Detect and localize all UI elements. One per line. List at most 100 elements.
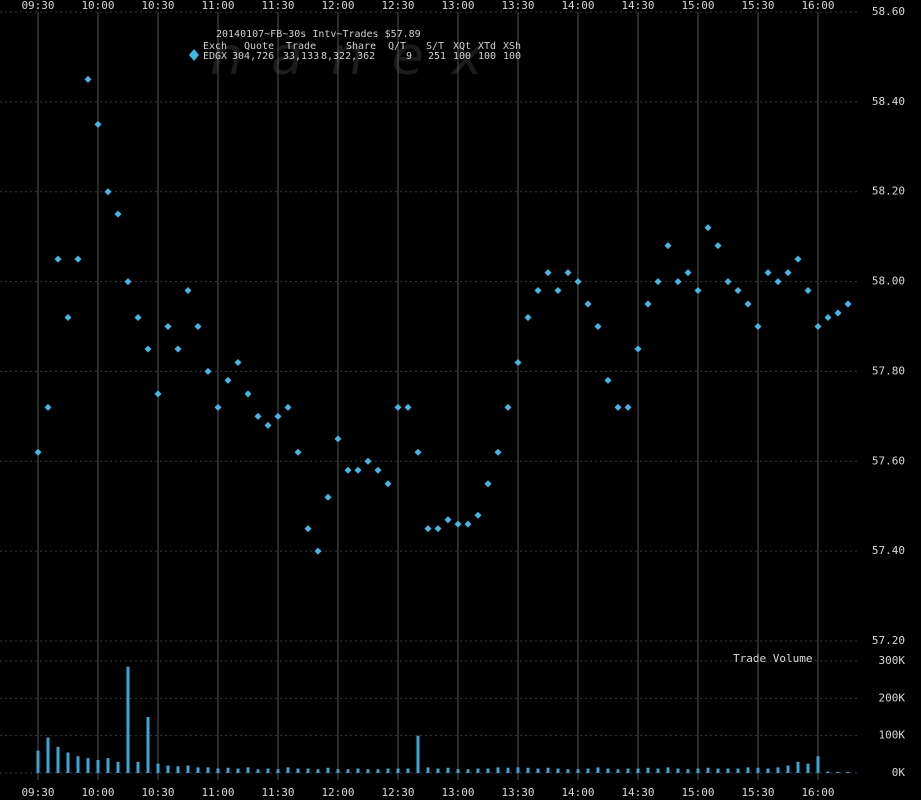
price-point — [454, 520, 462, 528]
volume-bar — [296, 768, 300, 773]
price-point — [294, 448, 302, 456]
price-point — [834, 309, 842, 317]
price-point — [184, 287, 192, 295]
table-header: Exch — [203, 41, 227, 52]
volume-bar — [706, 767, 710, 773]
volume-bar — [766, 768, 770, 773]
price-point — [534, 287, 542, 295]
price-point — [594, 323, 602, 330]
volume-bar — [376, 769, 380, 773]
price-point — [34, 448, 42, 456]
price-point — [44, 403, 52, 411]
x-tick-label: 16:00 — [801, 786, 834, 799]
table-header: XTd — [478, 41, 496, 52]
volume-bar — [76, 756, 80, 773]
chart-title: 20140107~FB~30s Intv~Trades $57.89 — [216, 29, 421, 40]
volume-bar — [736, 768, 740, 773]
price-point — [504, 403, 512, 411]
watermark: nanex — [210, 27, 511, 87]
price-point — [654, 278, 662, 286]
price-point — [54, 255, 62, 263]
x-tick-label: 10:00 — [81, 0, 114, 12]
y-tick-label: 58.20 — [872, 185, 905, 198]
y-tick-label: 200K — [879, 691, 906, 704]
volume-bar — [356, 768, 360, 773]
price-point — [424, 525, 432, 533]
volume-bar — [576, 769, 580, 773]
price-point — [214, 403, 222, 411]
x-tick-label: 13:00 — [441, 0, 474, 12]
price-point — [824, 314, 832, 322]
table-cell: 9 — [406, 51, 412, 62]
price-point — [124, 278, 132, 286]
volume-bar — [656, 768, 660, 773]
volume-bar — [426, 767, 430, 773]
volume-bar — [666, 767, 670, 773]
y-tick-label: 300K — [879, 654, 906, 667]
price-point — [514, 358, 522, 366]
volume-bar — [46, 737, 50, 773]
volume-bar — [206, 767, 210, 773]
volume-bar — [606, 768, 610, 773]
volume-bar — [526, 767, 530, 773]
volume-bar — [286, 767, 290, 773]
volume-bar — [366, 769, 370, 773]
x-tick-label: 11:00 — [201, 786, 234, 799]
volume-bar — [146, 717, 150, 773]
volume-bar — [126, 666, 130, 773]
volume-bar — [436, 768, 440, 773]
volume-bar — [156, 763, 160, 773]
price-point — [674, 278, 682, 286]
price-point — [474, 511, 482, 519]
volume-bar — [836, 771, 840, 773]
volume-bar — [396, 768, 400, 773]
price-point — [584, 300, 592, 308]
volume-bar — [776, 767, 780, 773]
volume-bar — [256, 769, 260, 773]
price-point — [284, 403, 292, 411]
volume-bar — [466, 769, 470, 773]
price-point — [804, 287, 812, 295]
x-tick-label: 12:00 — [321, 0, 354, 12]
volume-bar — [266, 768, 270, 773]
volume-bar — [806, 763, 810, 773]
volume-bar — [226, 767, 230, 773]
volume-bar — [746, 767, 750, 773]
volume-bar — [566, 769, 570, 773]
price-point — [724, 278, 732, 286]
table-header: Q/T — [388, 41, 406, 52]
x-tick-label: 09:30 — [21, 0, 54, 12]
price-point — [664, 242, 672, 250]
volume-bar — [216, 768, 220, 773]
price-point — [274, 412, 282, 420]
volume-bar — [506, 767, 510, 773]
volume-bar — [556, 768, 560, 773]
price-point — [744, 300, 752, 308]
price-point — [414, 448, 422, 456]
price-point — [224, 376, 232, 384]
y-tick-label: 100K — [879, 729, 906, 742]
volume-bar — [196, 767, 200, 773]
volume-bar — [516, 767, 520, 773]
price-point — [624, 403, 632, 411]
x-tick-label: 14:30 — [621, 0, 654, 12]
x-tick-label: 10:30 — [141, 786, 174, 799]
price-point — [774, 278, 782, 286]
volume-bar — [846, 771, 850, 773]
price-point — [784, 269, 792, 277]
volume-bar — [716, 768, 720, 773]
price-point — [74, 255, 82, 263]
table-cell: 100 — [503, 51, 521, 62]
price-point — [444, 516, 452, 524]
volume-bar — [86, 758, 90, 773]
price-point — [604, 376, 612, 384]
volume-bar — [626, 768, 630, 773]
volume-bar — [646, 767, 650, 773]
volume-bar — [546, 767, 550, 773]
y-tick-label: 58.60 — [872, 5, 905, 18]
x-tick-label: 15:00 — [681, 786, 714, 799]
table-header: Trade — [286, 41, 316, 52]
price-point — [264, 421, 272, 429]
volume-bar — [476, 768, 480, 773]
price-point — [304, 525, 312, 533]
